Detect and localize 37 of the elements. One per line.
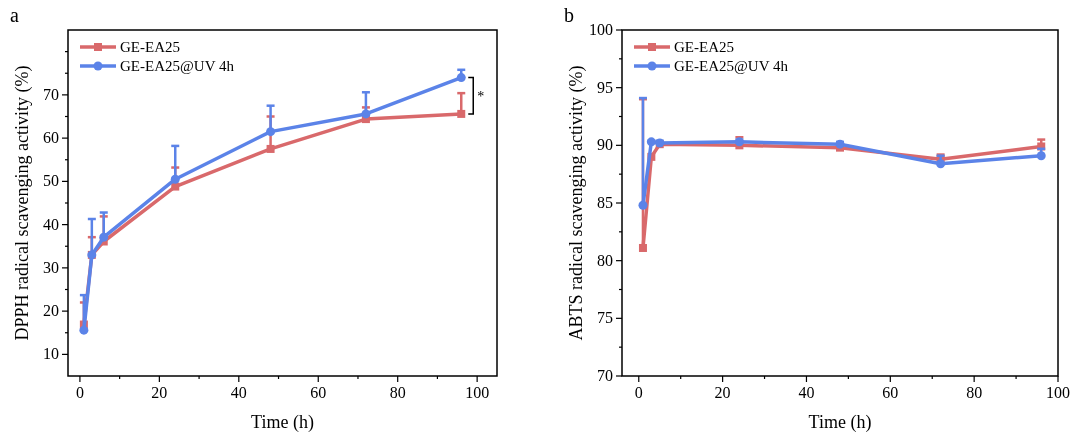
x-tick-label: 60	[310, 384, 327, 401]
y-axis-title: ABTS radical scavenging activity (%)	[566, 65, 587, 341]
y-tick-label: 80	[597, 251, 613, 269]
legend-label: GE-EA25	[120, 39, 180, 55]
x-tick-label: 60	[882, 384, 899, 401]
legend-label: GE-EA25@UV 4h	[674, 58, 789, 74]
x-tick-label: 40	[798, 384, 815, 401]
y-tick-label: 90	[597, 136, 613, 154]
y-tick-label: 95	[597, 78, 613, 96]
x-tick-label: 0	[634, 384, 643, 401]
x-tick-label: 100	[465, 384, 490, 401]
x-tick-label: 80	[966, 384, 983, 401]
y-axis-title: DPPH radical scavenging activity (%)	[12, 65, 33, 341]
x-tick-label: 0	[75, 384, 84, 401]
x-tick-label: 100	[1046, 384, 1070, 401]
y-tick-label: 85	[597, 194, 613, 211]
x-tick-label: 80	[389, 384, 406, 401]
y-tick-label: 40	[43, 215, 59, 233]
y-tick-label: 30	[43, 258, 59, 276]
chart-title: a	[10, 4, 19, 26]
legend-label: GE-EA25	[674, 39, 734, 55]
x-axis-title: Time (h)	[251, 412, 314, 433]
legend-label: GE-EA25@UV 4h	[120, 58, 235, 74]
y-tick-label: 20	[43, 302, 59, 320]
x-tick-label: 20	[714, 384, 731, 401]
y-tick-label: 10	[43, 345, 59, 363]
annotation: *	[477, 88, 485, 104]
y-tick-label: 70	[43, 85, 59, 103]
y-tick-label: 60	[43, 129, 59, 147]
x-tick-label: 40	[230, 384, 247, 401]
chart-title: b	[564, 4, 574, 26]
x-tick-label: 20	[151, 384, 168, 401]
x-axis-title: Time (h)	[808, 412, 872, 433]
y-tick-label: 100	[589, 21, 613, 38]
y-tick-label: 50	[43, 172, 59, 190]
y-tick-label: 75	[597, 309, 613, 327]
y-tick-label: 70	[597, 367, 613, 384]
